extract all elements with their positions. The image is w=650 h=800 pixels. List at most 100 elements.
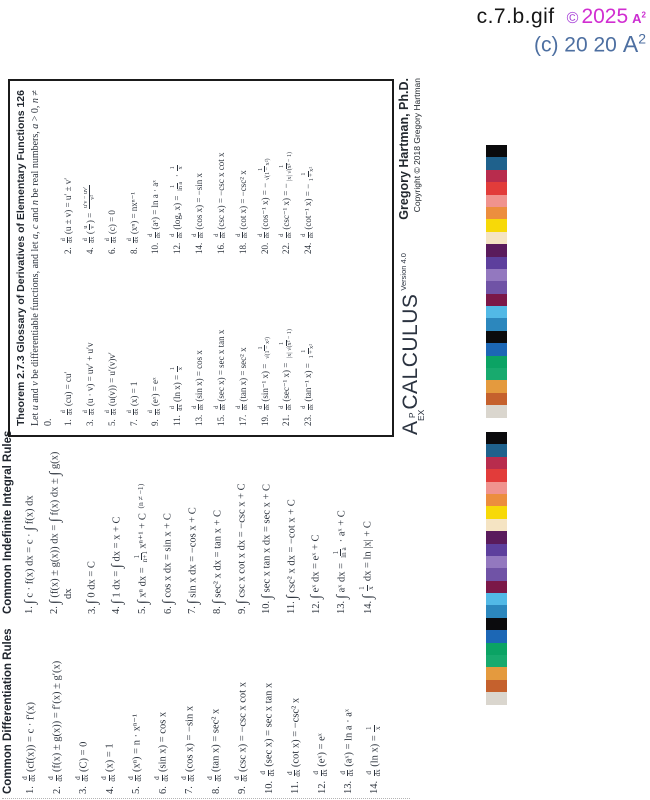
color-patch	[486, 157, 507, 170]
color-calibration-bar-top	[486, 145, 507, 418]
scan-header: c.7.b.gif © 2025 A2 (c) 20 20 A2	[477, 5, 646, 57]
color-patch	[486, 281, 507, 294]
diff-rules-list: 1. d dx (cf(x)) = c · f′(x) 2. d dx (f(x) ± g(x…	[21, 622, 383, 794]
glossary-item: 13. d dx (sin x) = cos x	[192, 350, 206, 426]
diff-rule-item: 10. d dx (sec x) = sec x tan x	[259, 682, 276, 794]
color-patch	[486, 343, 507, 356]
color-patch	[486, 580, 507, 594]
color-patch	[486, 405, 507, 418]
color-patch	[486, 444, 507, 457]
glossary-item: 20. d dx (cos⁻¹ x) = −1 √(1 − x²)	[257, 158, 272, 254]
glossary-item: 1. d dx (cu) = cu′	[61, 371, 75, 426]
color-patch	[486, 642, 507, 656]
color-patch	[486, 318, 507, 331]
color-patch	[486, 293, 507, 307]
diff-rule-item: 1. d dx (cf(x)) = c · f′(x)	[21, 701, 38, 794]
color-patch	[486, 194, 507, 207]
glossary-item: 10. d dx (aˣ) = ln a · aˣ	[148, 180, 162, 254]
glossary-item: 8. d dx (xⁿ) = nxⁿ⁻¹	[126, 191, 140, 254]
attribution-block: Gregory Hartman, Ph.D. Copyright © 2018 …	[397, 78, 422, 263]
diff-rule-item: 4. d dx (x) = 1	[100, 743, 117, 794]
logo-letter-a: A	[399, 420, 422, 435]
integral-rule-item: 13.∫ aˣ dx = 1 ln a · aˣ + C	[331, 510, 351, 614]
diff-rule-item: 5. d dx (xⁿ) = n · xⁿ⁻¹	[126, 714, 144, 794]
watermark-a2-large: A2	[622, 30, 646, 57]
integral-rule-item: 5.∫ xⁿ dx = 1 n+1 xⁿ⁺¹ + C (n ≠ −1)	[132, 483, 151, 614]
color-patch	[486, 256, 507, 269]
copyright-text: (c) 20 20	[533, 33, 617, 57]
color-patch	[486, 219, 507, 232]
color-patch	[486, 630, 507, 643]
rotated-reference-sheet: Common Differentiation Rules 1. d dx (cf(x)…	[0, 75, 437, 800]
glossary-item: 18. d dx (cot x) = −csc² x	[235, 170, 250, 254]
diff-rule-item: 9. d dx (csc x) = −csc x cot x	[232, 682, 250, 794]
color-patch	[486, 206, 507, 220]
glossary-item: 16. d dx (csc x) = −csc x cot x	[213, 152, 228, 254]
apex-calculus-logo: A P EX CALCULUSVersion 4.0	[399, 253, 426, 435]
color-patch	[486, 667, 507, 680]
section-differentiation-rules: Common Differentiation Rules 1. d dx (cf(x)…	[2, 622, 394, 794]
glossary-item: 21. d dx (sec⁻¹ x) = 1 |x| √(x² − 1)	[279, 328, 293, 426]
color-patch	[486, 531, 507, 544]
glossary-item: 3. d dx (u · v) = uv′ + u′v	[82, 342, 97, 426]
color-calibration-bar-bottom	[486, 432, 507, 705]
glossary-item: 4. d dx(u v) = u′v − uv′ v²	[82, 185, 97, 254]
integral-rule-item: 6.∫ cos x dx = sin x + C	[160, 513, 177, 614]
page-number: 126	[15, 90, 27, 108]
page-edge-dotted-line	[2, 798, 410, 799]
color-patch	[486, 231, 507, 245]
color-patch	[486, 380, 507, 393]
integral-rule-item: 8.∫ sec² x dx = tan x + C	[209, 510, 226, 614]
integral-rule-item: 10.∫ sec x tan x dx = sec x + C	[258, 483, 275, 614]
diff-rule-item: 3. d dx (C) = 0	[73, 741, 91, 794]
glossary-list: 1. d dx (cu) = cu′ 2. d dx (u ± v) = u′ ± v′ 3. d…	[61, 90, 316, 426]
color-patch	[486, 568, 507, 581]
integral-rules-title: Common Indefinite Integral Rules	[2, 430, 14, 614]
color-patch	[486, 679, 507, 693]
color-patch	[486, 518, 507, 532]
color-patch	[486, 182, 507, 195]
author-name: Gregory Hartman, Ph.D.	[397, 78, 411, 220]
glossary-item: 9. d dx (eˣ) = eˣ	[148, 377, 162, 426]
color-patch	[486, 368, 507, 381]
color-patch	[486, 330, 507, 344]
color-patch	[486, 655, 507, 668]
color-patch	[486, 145, 507, 158]
theorem-label: Theorem 2.7.3	[15, 355, 27, 426]
color-patch	[486, 593, 507, 606]
color-patch	[486, 506, 507, 519]
diff-rule-item: 6. d dx (sin x) = cos x	[153, 711, 170, 794]
integral-rule-item: 9.∫ csc x cot x dx = −csc x + C	[234, 483, 251, 614]
glossary-item: 2. d dx (u ± v) = u′ ± v′	[61, 177, 75, 254]
integral-rule-item: 7.∫ sin x dx = −cos x + C	[184, 507, 201, 614]
integral-rule-item: 3.∫ 0 dx = C	[84, 561, 101, 614]
color-patch	[486, 306, 507, 319]
logo-px-stack: P EX	[407, 409, 426, 421]
integral-rules-list: 1.∫ c · f(x) dx = c · ∫ f(x) dx 2.∫ (f(x)…	[22, 440, 377, 614]
color-patch	[486, 456, 507, 470]
integral-rule-item: 2.∫ (f(x) ± g(x)) dx = ∫ f(x) dx ± ∫ g(x…	[46, 451, 74, 614]
diff-rule-item: 2. d dx (f(x) ± g(x)) = f′(x) ± g′(x)	[47, 660, 64, 794]
color-patch	[486, 481, 507, 494]
color-patch	[486, 169, 507, 183]
glossary-item: 5. d dx (u(v)) = u′(v)v′	[104, 352, 119, 426]
section-integral-rules: Common Indefinite Integral Rules 1.∫ c ·…	[2, 430, 387, 614]
diff-rules-title: Common Differentiation Rules	[2, 628, 14, 794]
filename-label: c.7.b.gif	[476, 5, 555, 28]
glossary-item: 7. d dx (x) = 1	[126, 381, 140, 426]
integral-rule-item: 12.∫ eˣ dx = eˣ + C	[308, 534, 325, 614]
glossary-item: 22. d dx (csc⁻¹ x) = −1 |x| √(x² − 1)	[279, 151, 293, 254]
color-patch	[486, 268, 507, 282]
diff-rule-item: 8. d dx (tan x) = sec² x	[206, 708, 223, 794]
glossary-item: 24. d dx (cot⁻¹ x) = −1 1 + x²	[301, 166, 315, 254]
theorem-title: Glossary of Derivatives of Elementary Fu…	[15, 110, 27, 353]
glossary-item: 15. d dx (sec x) = sec x tan x	[213, 329, 228, 426]
diff-rule-item: 7. d dx (cos x) = −sin x	[179, 705, 197, 794]
theorem-box: Theorem 2.7.3 Glossary of Derivatives of…	[8, 79, 394, 437]
